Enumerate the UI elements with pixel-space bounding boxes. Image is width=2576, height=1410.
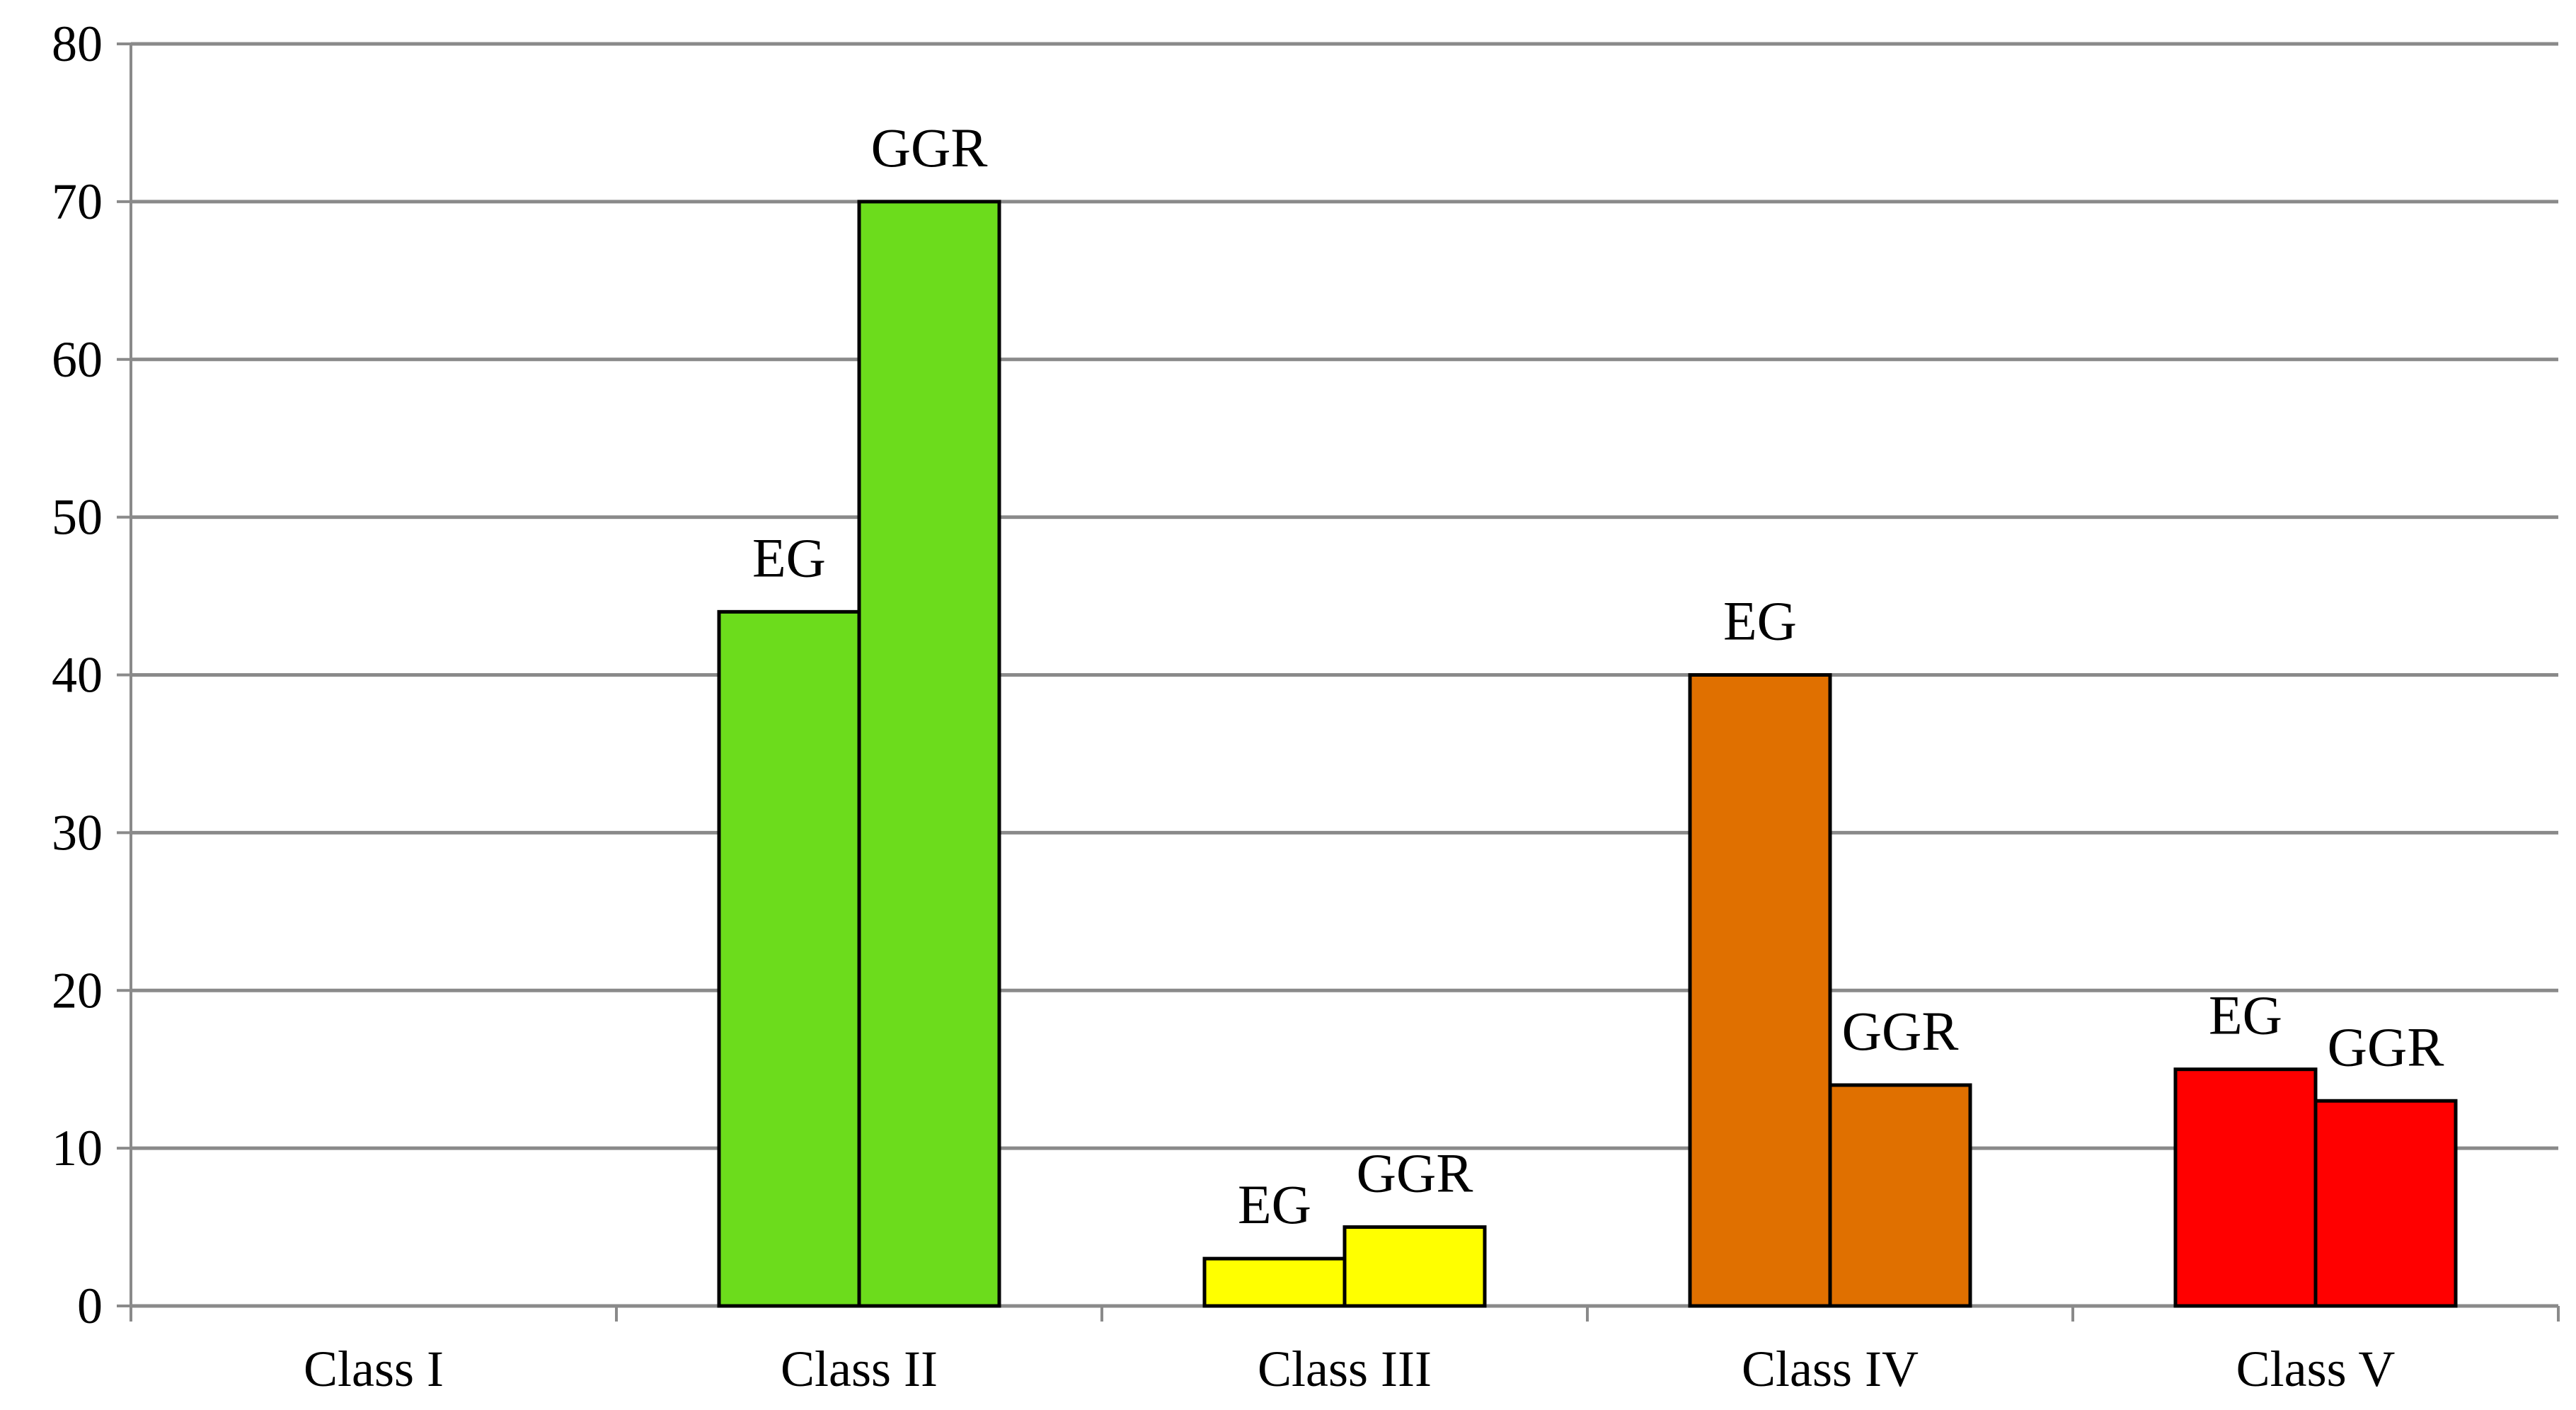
bar [1342,1225,1487,1308]
bar-label: GGR [1842,1000,1959,1062]
x-category-label: Class III [1258,1341,1432,1397]
bar [717,609,861,1308]
y-tick-label: 40 [52,647,103,704]
y-tick-label: 0 [77,1278,103,1334]
bar [2173,1067,2318,1308]
y-tick-label: 70 [52,173,103,230]
labels: 0 10 20 30 40 50 60 70 80 Class I Class II Class II… [52,16,2444,1397]
y-tick-label: 50 [52,489,103,546]
bar [2313,1099,2458,1308]
bar [1202,1256,1347,1308]
x-category-label: Class I [304,1341,444,1397]
bar-label: EG [752,527,826,588]
bar-label: GGR [1357,1142,1473,1204]
x-category-label: Class II [781,1341,938,1397]
y-tick-label: 60 [52,331,103,388]
bar [1688,673,1832,1308]
y-tick-label: 30 [52,804,103,861]
x-category-label: Class V [2236,1341,2396,1397]
bars [717,200,2458,1308]
bar-label: EG [1723,590,1797,652]
y-tick-label: 20 [52,962,103,1019]
gridlines [131,42,2558,1150]
y-tick-label: 80 [52,16,103,72]
bar-label: EG [2209,985,2282,1046]
bar-label: EG [1238,1174,1311,1235]
x-category-label: Class IV [1742,1341,1919,1397]
bar [857,200,1001,1308]
bar-label: GGR [2328,1016,2444,1077]
bar-label: GGR [871,117,988,178]
y-tick-label: 10 [52,1120,103,1176]
bar [1828,1083,1972,1308]
